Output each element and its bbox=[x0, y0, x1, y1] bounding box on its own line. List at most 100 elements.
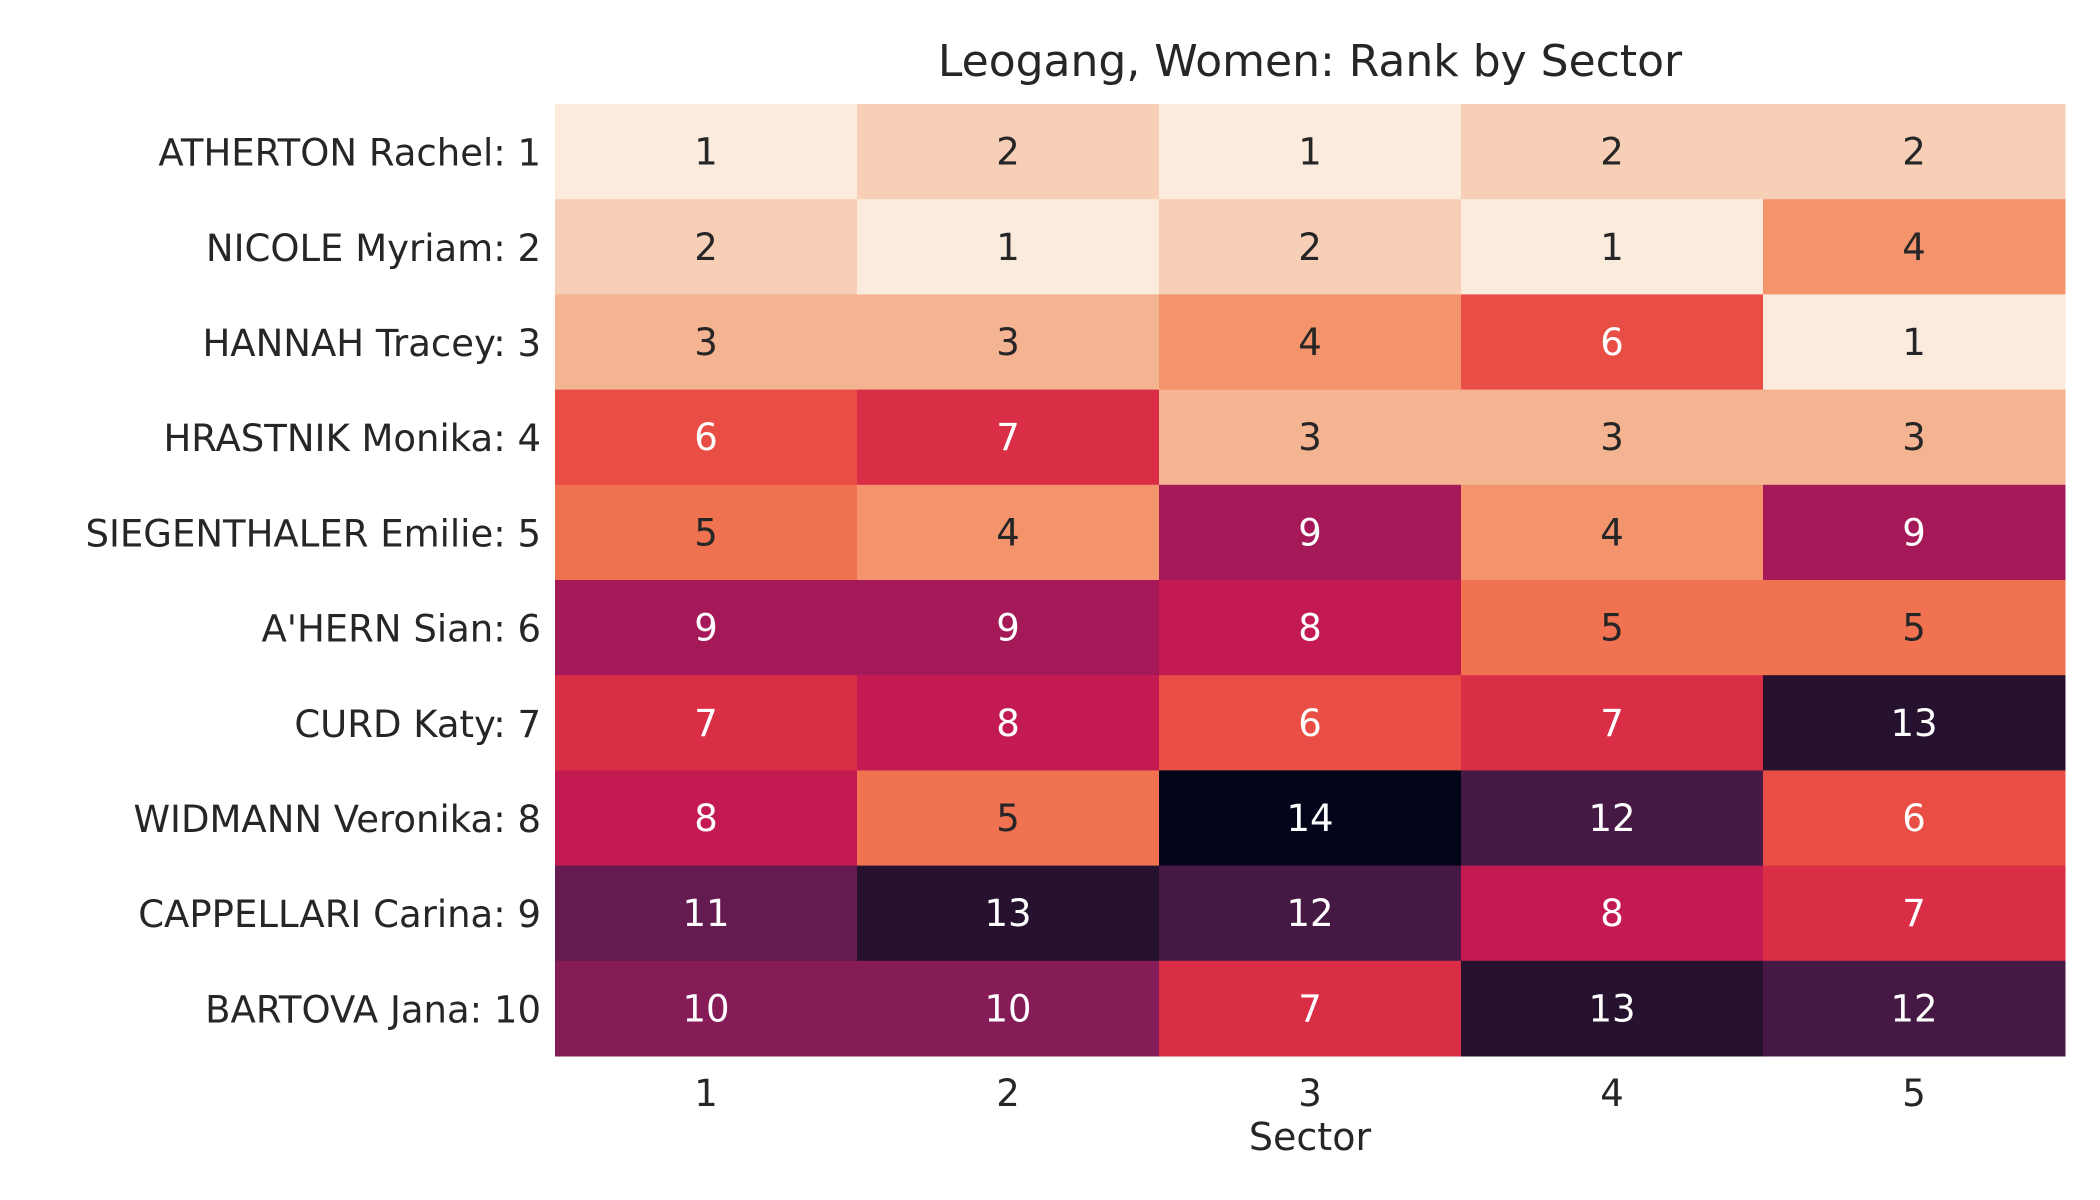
heatmap-cell bbox=[1763, 389, 2066, 486]
heatmap-cell-label: 1 bbox=[1298, 131, 1322, 174]
heatmap-cell bbox=[555, 199, 858, 295]
y-axis-tick-labels: ATHERTON Rachel: 1 NICOLE Myriam: 2 HANNAH… bbox=[86, 132, 542, 1032]
heatmap-cell-label: 2 bbox=[1902, 131, 1926, 174]
x-tick-label: 5 bbox=[1902, 1072, 1926, 1115]
heatmap-cell-label: 13 bbox=[984, 892, 1031, 935]
heatmap-cell-label: 12 bbox=[1588, 797, 1635, 840]
heatmap-cell-label: 8 bbox=[1600, 892, 1624, 935]
y-tick-label: ATHERTON Rachel: 1 bbox=[158, 132, 541, 175]
heatmap-cell bbox=[555, 675, 858, 771]
x-axis-tick-labels: 1 2 3 4 5 bbox=[694, 1072, 1926, 1115]
heatmap-cell-label: 8 bbox=[694, 797, 718, 840]
heatmap-cell-label: 4 bbox=[1298, 321, 1322, 364]
heatmap-cell bbox=[1461, 580, 1764, 676]
heatmap-cell bbox=[1159, 960, 1462, 1057]
heatmap-cell-label: 3 bbox=[1298, 416, 1322, 459]
heatmap-cell bbox=[1159, 104, 1462, 200]
heatmap-cell-label: 2 bbox=[1298, 226, 1322, 269]
x-tick-label: 4 bbox=[1600, 1072, 1624, 1115]
heatmap-cell bbox=[555, 294, 858, 391]
heatmap-cell-label: 13 bbox=[1890, 702, 1937, 745]
heatmap-cell bbox=[555, 104, 858, 200]
heatmap-cell-label: 1 bbox=[1600, 226, 1624, 269]
heatmap-cell-label: 4 bbox=[1600, 511, 1624, 554]
heatmap-cell bbox=[555, 770, 858, 867]
heatmap-cell bbox=[1763, 865, 2066, 962]
x-tick-label: 3 bbox=[1298, 1072, 1322, 1115]
y-tick-label: A'HERN Sian: 6 bbox=[262, 608, 542, 651]
heatmap-cell-label: 3 bbox=[996, 321, 1020, 364]
heatmap-cell-label: 7 bbox=[996, 416, 1020, 459]
heatmap-cell-label: 4 bbox=[996, 511, 1020, 554]
heatmap-cell bbox=[555, 580, 858, 676]
heatmap-cell-label: 5 bbox=[996, 797, 1020, 840]
heatmap-cell bbox=[1461, 865, 1764, 962]
heatmap-cell bbox=[857, 865, 1160, 962]
heatmap-cell bbox=[555, 484, 858, 581]
heatmap-cell-label: 9 bbox=[694, 607, 718, 650]
heatmap-cell bbox=[1763, 104, 2066, 200]
heatmap-cell-label: 11 bbox=[682, 892, 729, 935]
heatmap-cell bbox=[1159, 580, 1462, 676]
heatmap-cell-label: 10 bbox=[984, 987, 1031, 1030]
heatmap-cell-label: 1 bbox=[1902, 321, 1926, 364]
heatmap-cell bbox=[1159, 675, 1462, 771]
heatmap-cell-label: 12 bbox=[1286, 892, 1333, 935]
heatmap-cell bbox=[1461, 675, 1764, 771]
heatmap-cell bbox=[555, 865, 858, 962]
heatmap-cell bbox=[1763, 960, 2066, 1057]
heatmap-cell bbox=[1461, 770, 1764, 867]
heatmap-cell bbox=[1159, 770, 1462, 867]
heatmap-cell-label: 6 bbox=[1600, 321, 1624, 364]
heatmap-cell-label: 7 bbox=[1298, 987, 1322, 1030]
heatmap-cell bbox=[1461, 960, 1764, 1057]
heatmap-cell-label: 7 bbox=[1600, 702, 1624, 745]
heatmap-cell bbox=[857, 294, 1160, 391]
y-tick-label: SIEGENTHALER Emilie: 5 bbox=[86, 512, 542, 555]
heatmap-cell bbox=[1159, 199, 1462, 295]
heatmap-cell-label: 2 bbox=[996, 131, 1020, 174]
heatmap-cell bbox=[555, 960, 858, 1057]
heatmap-cell-label: 12 bbox=[1890, 987, 1937, 1030]
heatmap-cell bbox=[1461, 104, 1764, 200]
heatmap-cell-label: 6 bbox=[1298, 702, 1322, 745]
heatmap-cell-label: 3 bbox=[694, 321, 718, 364]
heatmap-cell bbox=[857, 389, 1160, 486]
heatmap-cell bbox=[857, 104, 1160, 200]
heatmap-cell-label: 1 bbox=[694, 131, 718, 174]
heatmap-cell bbox=[555, 389, 858, 486]
heatmap-cell-label: 8 bbox=[1298, 607, 1322, 650]
heatmap-cells bbox=[555, 104, 2066, 1057]
y-tick-label: BARTOVA Jana: 10 bbox=[205, 988, 541, 1031]
heatmap-cell-label: 6 bbox=[1902, 797, 1926, 840]
heatmap-cell-label: 3 bbox=[1902, 416, 1926, 459]
y-tick-label: NICOLE Myriam: 2 bbox=[206, 227, 541, 270]
heatmap-cell-label: 14 bbox=[1286, 797, 1333, 840]
heatmap-cell-labels: 1 2 1 2 22 1 2 1 43 3 4 6 16 7 3 3 35 4 9 4 99 9 8 5 57 8 6 7 138 5 14… bbox=[682, 131, 1937, 1031]
heatmap-cell-label: 13 bbox=[1588, 987, 1635, 1030]
heatmap-cell-label: 2 bbox=[1600, 131, 1624, 174]
heatmap-cell-label: 9 bbox=[1298, 511, 1322, 554]
heatmap-cell bbox=[1159, 865, 1462, 962]
heatmap-cell-label: 9 bbox=[1902, 511, 1926, 554]
heatmap-cell-label: 5 bbox=[1902, 607, 1926, 650]
heatmap-cell-label: 10 bbox=[682, 987, 729, 1030]
heatmap-cell bbox=[857, 770, 1160, 867]
heatmap-cell-label: 4 bbox=[1902, 226, 1926, 269]
x-tick-label: 1 bbox=[694, 1072, 718, 1115]
heatmap-cell bbox=[857, 580, 1160, 676]
heatmap-cell-label: 6 bbox=[694, 416, 718, 459]
heatmap-cell bbox=[1159, 294, 1462, 391]
x-axis-label: Sector bbox=[1249, 1115, 1372, 1159]
heatmap-cell-label: 7 bbox=[694, 702, 718, 745]
heatmap-cell bbox=[857, 960, 1160, 1057]
heatmap-cell bbox=[857, 484, 1160, 581]
heatmap-cell-label: 5 bbox=[1600, 607, 1624, 650]
heatmap-cell bbox=[857, 199, 1160, 295]
heatmap-cell bbox=[1461, 389, 1764, 486]
y-tick-label: CAPPELLARI Carina: 9 bbox=[138, 893, 541, 936]
y-tick-label: WIDMANN Veronika: 8 bbox=[133, 798, 541, 841]
heatmap-cell bbox=[1763, 484, 2066, 581]
heatmap-cell-label: 3 bbox=[1600, 416, 1624, 459]
